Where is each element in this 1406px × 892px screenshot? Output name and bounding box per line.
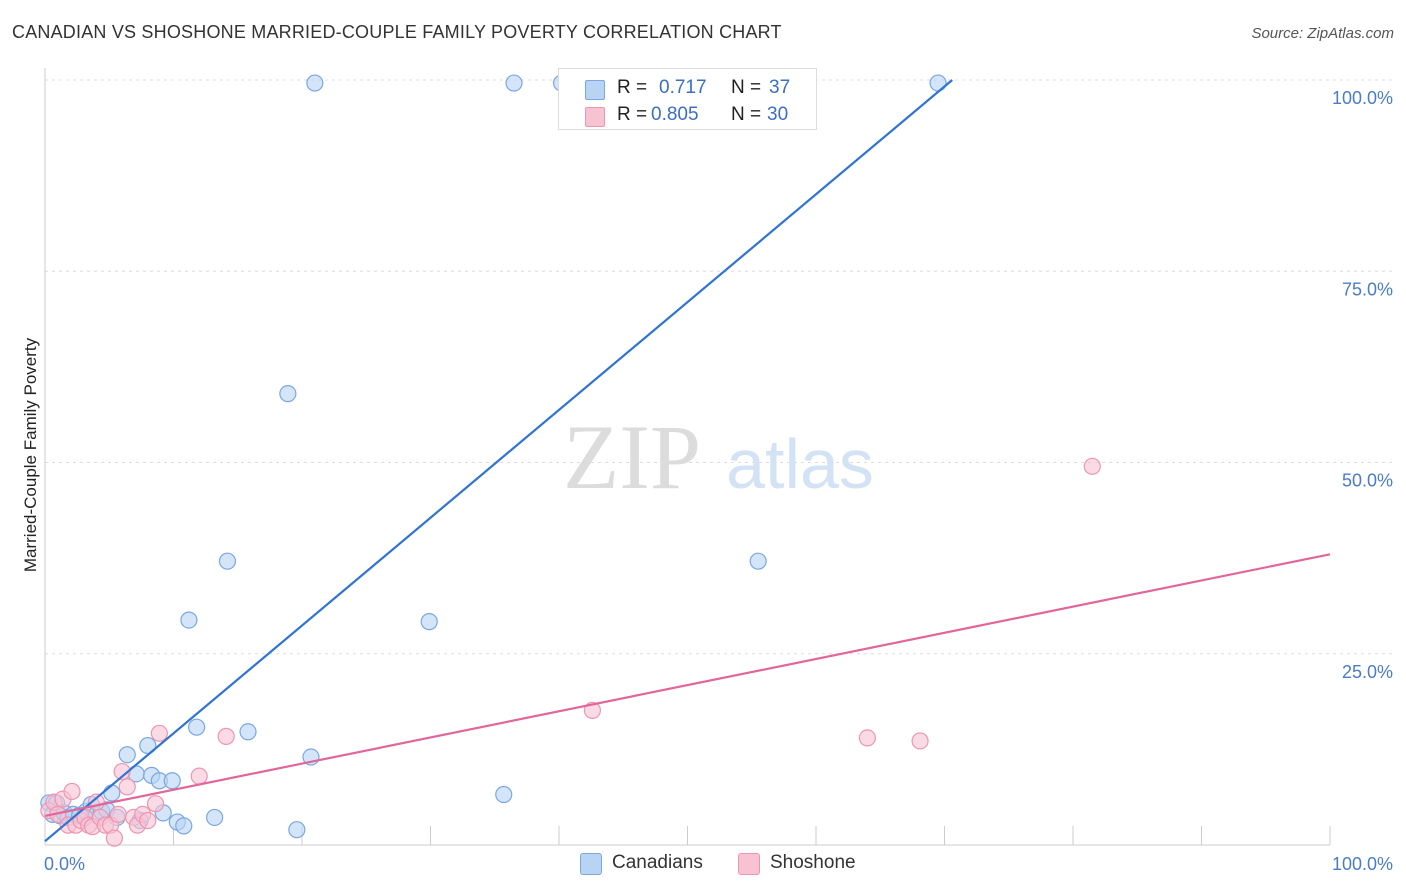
shoshone-point — [63, 782, 81, 801]
shoshone-swatch-icon — [585, 107, 605, 127]
y-tick-label: 75.0% — [1342, 279, 1393, 299]
canadians-point — [505, 74, 523, 92]
canadians-point — [218, 552, 237, 570]
canadians-point — [163, 772, 181, 790]
y-tick-label: 50.0% — [1342, 471, 1393, 491]
canadians-point — [180, 611, 198, 629]
shoshone-point — [109, 805, 127, 824]
legend-n-value: 37 — [769, 77, 791, 98]
source-label: Source: ZipAtlas.com — [1251, 25, 1394, 42]
canadians-point — [279, 385, 297, 403]
canadians-point — [420, 613, 438, 631]
shoshone-point — [858, 729, 877, 747]
chart-title: CANADIAN VS SHOSHONE MARRIED-COUPLE FAMI… — [12, 22, 782, 42]
canadians-point — [103, 784, 121, 802]
canadians-point — [929, 74, 947, 92]
x-tick-label-max: 100.0% — [1332, 854, 1393, 874]
shoshone-point — [139, 811, 157, 830]
canadians-swatch-icon — [585, 80, 605, 100]
y-tick-label: 100.0% — [1332, 88, 1393, 108]
canadians-point — [288, 821, 306, 839]
grid-layer — [45, 79, 1392, 655]
shoshone-point — [1083, 457, 1101, 475]
legend-r-label: R = — [617, 104, 648, 125]
shoshone-point — [105, 829, 123, 847]
shoshone-legend-icon — [738, 853, 760, 875]
trend-layer — [44, 79, 1331, 843]
legend-r-value: 0.717 — [659, 77, 707, 98]
watermark-zip: ZIP — [563, 406, 701, 508]
shoshone-point — [113, 762, 131, 781]
canadians-point — [188, 718, 206, 736]
y-tick-label: 25.0% — [1342, 662, 1393, 682]
shoshone-trend-line — [44, 553, 1331, 818]
watermark-atlas: atlas — [726, 425, 874, 503]
stats-legend: R = 0.717 N = 37 R = 0.805 N = 30 — [558, 68, 817, 130]
canadians-point — [749, 552, 767, 570]
shoshone-point — [217, 727, 235, 745]
legend-n-label: N = — [731, 104, 762, 125]
legend-n-value: 30 — [767, 104, 789, 125]
shoshone-point — [911, 732, 929, 750]
y-axis-label: Married-Couple Family Poverty — [21, 337, 40, 572]
canadians-legend-icon — [580, 853, 602, 875]
canadians-point — [495, 785, 513, 804]
shoshone-point — [146, 795, 165, 813]
legend-r-value: 0.805 — [651, 104, 699, 125]
shoshone-point — [190, 767, 208, 785]
x-tick-label-min: 0.0% — [44, 854, 85, 874]
legend-label-shoshone: Shoshone — [770, 852, 856, 873]
shoshone-point — [118, 778, 136, 796]
canadians-point — [175, 817, 193, 835]
legend-label-canadians: Canadians — [612, 852, 703, 873]
axis-layer: 25.0% 50.0% 75.0% 100.0% — [44, 68, 1393, 846]
canadians-point — [118, 746, 136, 764]
legend-r-label: R = — [617, 77, 648, 98]
canadians-trend-line — [44, 79, 953, 843]
legend-n-label: N = — [731, 77, 762, 98]
canadians-point — [206, 808, 224, 827]
shoshone-point — [150, 724, 168, 742]
watermark: ZIP atlas — [563, 406, 874, 508]
canadians-point — [306, 74, 324, 92]
canadians-point — [239, 723, 257, 741]
